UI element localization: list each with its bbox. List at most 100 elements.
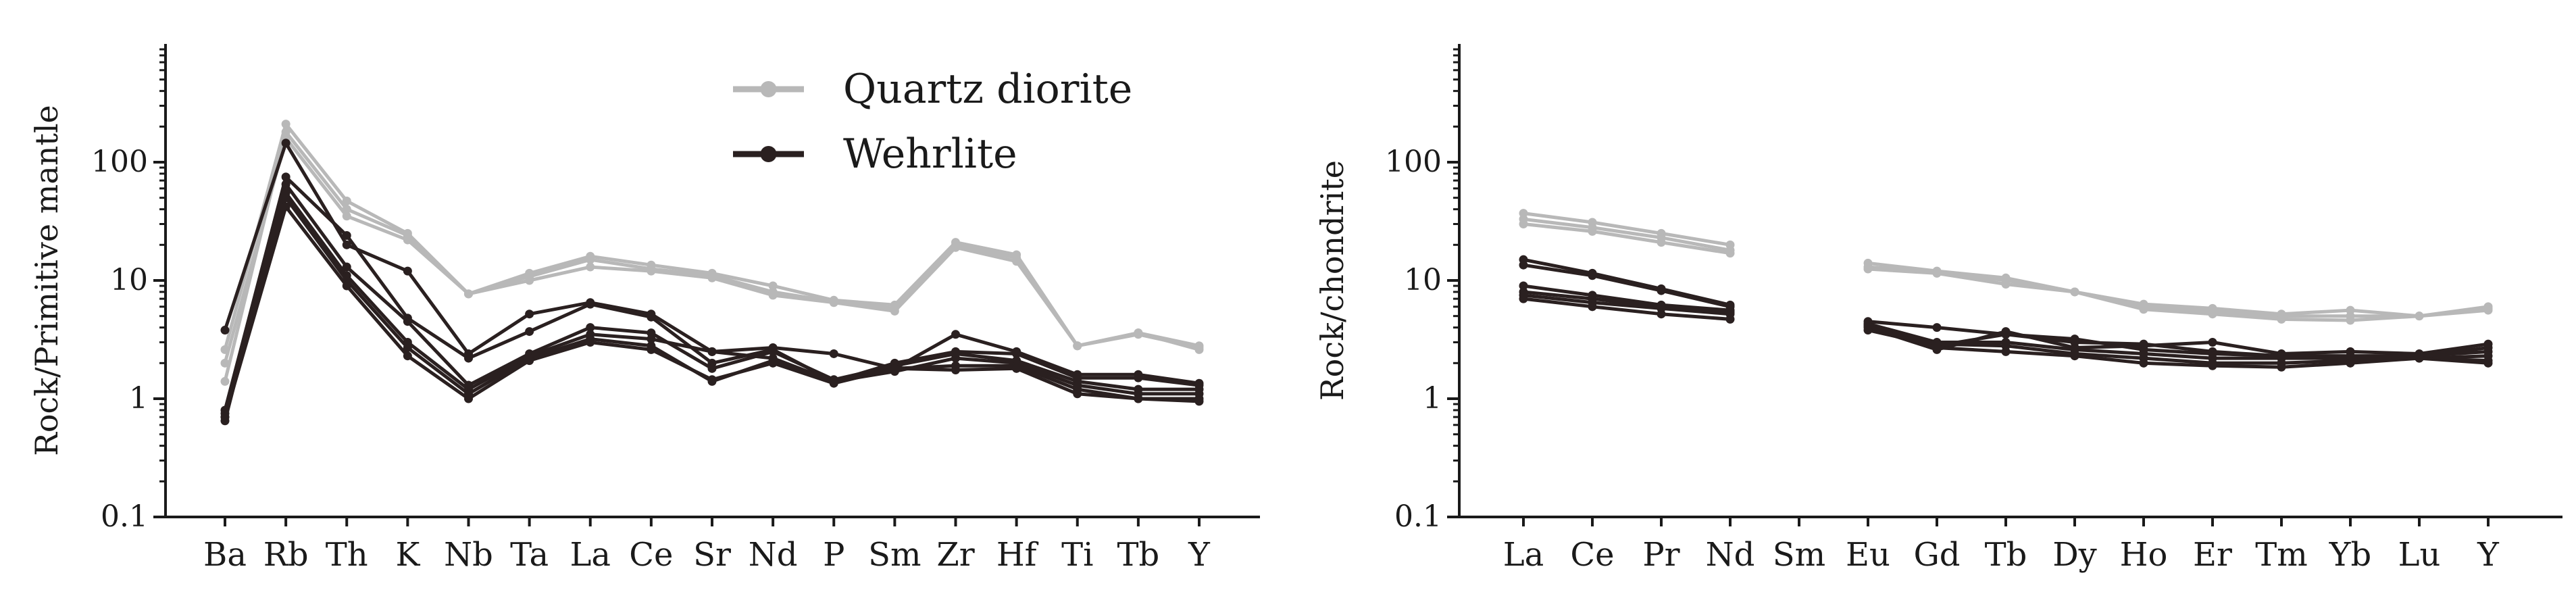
wehrlite-data-point	[2139, 339, 2148, 349]
legend-marker-quartz-diorite	[760, 81, 777, 97]
wehrlite-data-point	[464, 353, 473, 363]
wehrlite-data-point	[951, 353, 960, 363]
wehrlite-data-point	[403, 351, 412, 361]
wehrlite-data-point	[829, 378, 838, 388]
y-tick-label: 10	[110, 263, 148, 297]
quartz-diorite-data-point	[2001, 280, 2011, 289]
x-tick-label: Sm	[1773, 536, 1825, 574]
wehrlite-data-point	[2208, 338, 2217, 347]
quartz-diorite-data-point	[586, 262, 595, 272]
wehrlite-data-point	[951, 365, 960, 374]
x-tick-label: Tb	[1117, 536, 1160, 574]
y-tick-label: 100	[91, 145, 148, 179]
wehrlite-data-point	[403, 317, 412, 326]
wehrlite-data-point	[707, 347, 717, 356]
wehrlite-data-point	[2483, 358, 2493, 368]
quartz-diorite-series-line	[1523, 217, 1731, 252]
y-tick-label: 0.1	[1394, 499, 1442, 534]
quartz-diorite-data-point	[525, 276, 534, 285]
x-tick-label: La	[570, 536, 611, 574]
quartz-diorite-series-line	[1867, 265, 2489, 318]
quartz-diorite-data-point	[1588, 226, 1597, 236]
legend-label-wehrlite: Wehrlite	[843, 130, 1017, 178]
quartz-diorite-series-line	[223, 136, 1200, 364]
quartz-diorite-data-point	[2277, 314, 2286, 324]
quartz-diorite-data-point	[464, 289, 473, 299]
x-tick-label: Gd	[1913, 536, 1960, 574]
wehrlite-data-point	[647, 335, 656, 344]
wehrlite-data-point	[707, 375, 717, 385]
wehrlite-data-point	[647, 312, 656, 322]
quartz-diorite-series-line	[1867, 267, 2489, 322]
wehrlite-series-line	[1867, 320, 2489, 358]
x-tick-label: Sr	[693, 536, 731, 574]
wehrlite-data-point	[1588, 302, 1597, 312]
wehrlite-data-point	[890, 364, 899, 373]
quartz-diorite-data-point	[1012, 257, 1021, 266]
y-axis-title: Rock/Primitive mantle	[28, 105, 65, 456]
wehrlite-series-line	[1523, 293, 1731, 316]
quartz-diorite-data-point	[1725, 249, 1735, 258]
wehrlite-data-point	[281, 202, 291, 212]
quartz-diorite-data-point	[2070, 287, 2079, 297]
wehrlite-data-point	[342, 230, 351, 240]
ree-diagram-panel: 0.1 1 10 100 Rock/chondrite La Ce Pr Nd Sm Eu Gd Tb D…	[1314, 44, 2562, 574]
x-tick-label: Ba	[203, 536, 247, 574]
quartz-diorite-data-point	[1073, 341, 1082, 351]
x-tick-label: Dy	[2052, 536, 2097, 574]
quartz-diorite-data-point	[1657, 238, 1666, 247]
wehrlite-data-point	[525, 356, 534, 366]
wehrlite-data-point	[342, 240, 351, 249]
wehrlite-data-point	[1519, 294, 1528, 303]
wehrlite-data-point	[220, 412, 230, 422]
quartz-diorite-data-point	[1863, 264, 1873, 274]
wehrlite-data-point	[342, 262, 351, 272]
x-tick-label: Tb	[1985, 536, 2027, 574]
quartz-diorite-data-point	[890, 306, 899, 316]
x-tick-label: Sm	[868, 536, 921, 574]
x-tick-label: Th	[326, 536, 368, 574]
wehrlite-series-line	[1523, 257, 1731, 307]
wehrlite-data-point	[1134, 394, 1143, 403]
quartz-diorite-data-point	[647, 266, 656, 276]
quartz-diorite-data-point	[342, 212, 351, 221]
quartz-diorite-data-point	[220, 358, 230, 368]
wehrlite-data-point	[342, 281, 351, 291]
wehrlite-series-line	[1523, 297, 1731, 321]
x-tick-label: P	[823, 536, 844, 574]
wehrlite-data-point	[525, 310, 534, 319]
quartz-diorite-series-line	[1523, 222, 1731, 255]
wehrlite-series-line	[1523, 284, 1731, 312]
quartz-diorite-data-point	[707, 273, 717, 282]
y-axis-title: Rock/chondrite	[1314, 160, 1350, 401]
wehrlite-data-point	[1519, 281, 1528, 291]
wehrlite-data-point	[951, 330, 960, 339]
x-tick-label: Tm	[2255, 536, 2308, 574]
spider-diagram-panel: 0.1 1 10 100 Rock/Primitive mantle Ba Rb Th K Nb T…	[28, 44, 1260, 574]
wehrlite-data-point	[2415, 353, 2424, 363]
x-tick-label: Er	[2193, 536, 2232, 574]
x-tick-label: Ce	[1570, 536, 1614, 574]
wehrlite-data-point	[403, 266, 412, 276]
wehrlite-data-point	[281, 180, 291, 189]
x-tick-label: Ta	[510, 536, 549, 574]
wehrlite-data-point	[525, 327, 534, 337]
wehrlite-data-point	[464, 394, 473, 403]
wehrlite-data-point	[403, 343, 412, 353]
quartz-diorite-data-point	[220, 376, 230, 386]
wehrlite-data-point	[829, 349, 838, 358]
quartz-diorite-data-point	[586, 255, 595, 264]
x-tick-label: Yb	[2329, 536, 2371, 574]
quartz-diorite-data-point	[951, 243, 960, 252]
wehrlite-data-point	[586, 338, 595, 347]
quartz-diorite-data-point	[2415, 312, 2424, 321]
x-tick-label: Nd	[749, 536, 798, 574]
quartz-diorite-data-point	[768, 291, 778, 300]
quartz-diorite-data-point	[2208, 310, 2217, 319]
quartz-diorite-data-point	[403, 235, 412, 245]
wehrlite-data-point	[1012, 364, 1021, 373]
wehrlite-data-point	[1073, 389, 1082, 399]
wehrlite-data-point	[2070, 338, 2079, 347]
wehrlite-data-point	[1194, 397, 1204, 406]
